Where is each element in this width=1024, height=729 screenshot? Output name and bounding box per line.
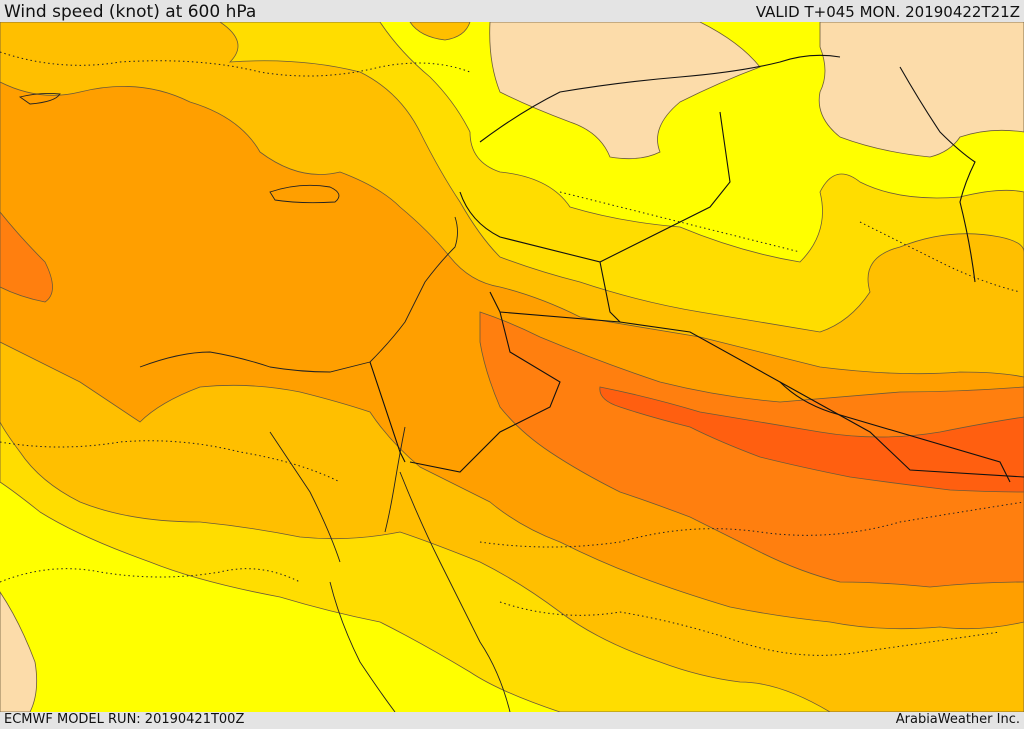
wind-speed-map[interactable] xyxy=(0,22,1024,712)
coastline-gulf-of-suez xyxy=(269,431,341,563)
band-amber-island xyxy=(409,22,471,41)
admin-borders-iraq xyxy=(559,191,801,253)
coastline-gulf-of-aqaba xyxy=(384,426,406,533)
map-canvas xyxy=(0,22,1024,712)
border-iraq-kuwait-iran xyxy=(779,381,1011,483)
header-bar: Wind speed (knot) at 600 hPa VALID T+045… xyxy=(0,0,1024,22)
band-peach-north xyxy=(489,22,761,160)
band-jet-core xyxy=(599,386,1024,493)
valid-time: VALID T+045 MON. 20190422T21Z xyxy=(755,3,1020,21)
admin-borders-turkey xyxy=(0,51,471,77)
border-iran-west xyxy=(899,66,976,283)
band-peach-northeast xyxy=(818,22,1024,158)
map-title: Wind speed (knot) at 600 hPa xyxy=(4,2,257,22)
border-syria-iraq xyxy=(459,191,622,323)
border-syria-turkey xyxy=(479,54,841,143)
border-iraq-saudi xyxy=(619,321,1024,478)
coastline-levant xyxy=(369,216,458,363)
border-egypt-israel xyxy=(369,361,406,463)
cyprus-outline xyxy=(269,184,340,204)
border-jordan-saudi xyxy=(409,311,561,473)
crete-outline xyxy=(18,92,61,105)
admin-borders-egypt xyxy=(0,440,341,483)
model-run-label: ECMWF MODEL RUN: 20190421T00Z xyxy=(4,712,245,727)
band-deep-orange xyxy=(0,211,53,303)
footer-bar: ECMWF MODEL RUN: 20190421T00Z ArabiaWeat… xyxy=(0,712,1024,729)
band-peach-southwest xyxy=(0,591,38,712)
coastline-red-sea-west xyxy=(329,581,396,712)
coastline-red-sea-east xyxy=(399,471,511,712)
border-iraq-iran xyxy=(599,111,731,263)
admin-borders-saudi-south xyxy=(499,601,1001,656)
coastline-mediterranean xyxy=(139,351,371,373)
credit-label: ArabiaWeather Inc. xyxy=(895,712,1020,727)
